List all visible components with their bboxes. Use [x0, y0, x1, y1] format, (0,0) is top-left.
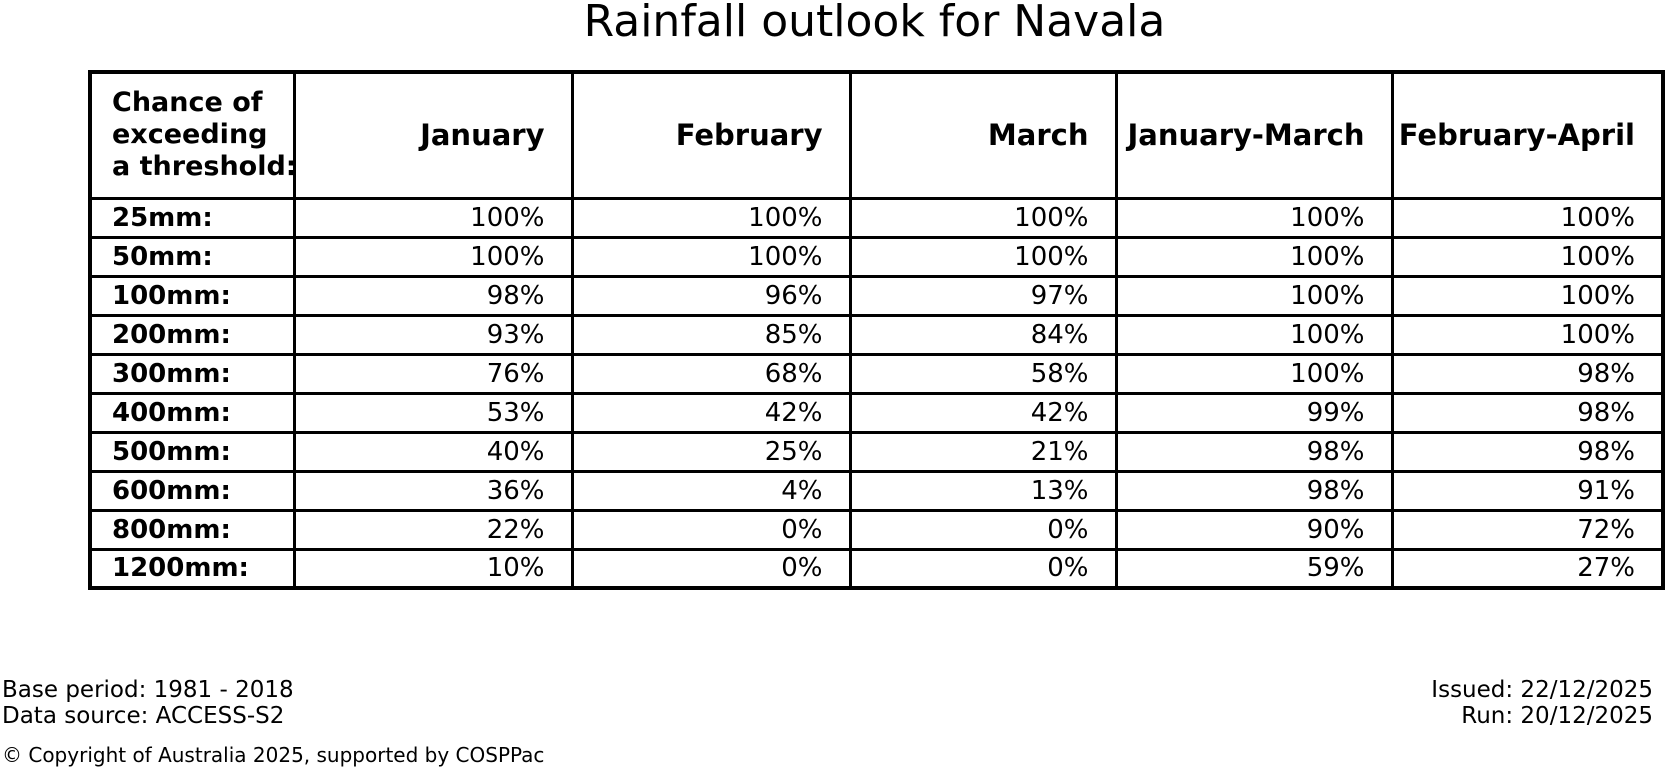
cell-1200mm-february-april: 27% — [1390, 547, 1665, 590]
cell-800mm-january-march: 90% — [1114, 508, 1394, 551]
column-header-january-march: January-March — [1114, 70, 1394, 200]
cell-300mm-march: 58% — [848, 352, 1118, 395]
column-header-march: March — [848, 70, 1118, 200]
cell-400mm-february: 42% — [570, 391, 852, 434]
cell-1200mm-march: 0% — [848, 547, 1118, 590]
cell-1200mm-february: 0% — [570, 547, 852, 590]
row-label-300mm: 300mm: — [88, 352, 296, 395]
corner-header-line1: Chance of — [112, 87, 263, 119]
cell-200mm-march: 84% — [848, 313, 1118, 356]
cell-300mm-january: 76% — [292, 352, 574, 395]
issued-date-text: Issued: 22/12/2025 — [1431, 677, 1653, 703]
cell-25mm-march: 100% — [848, 196, 1118, 239]
cell-300mm-february-april: 98% — [1390, 352, 1665, 395]
cell-25mm-january: 100% — [292, 196, 574, 239]
table-row-1200mm: 1200mm: 10% 0% 0% 59% 27% — [88, 547, 1665, 590]
cell-200mm-february-april: 100% — [1390, 313, 1665, 356]
cell-50mm-march: 100% — [848, 235, 1118, 278]
cell-400mm-january: 53% — [292, 391, 574, 434]
corner-header-line3: a threshold: — [112, 151, 294, 183]
table-row-500mm: 500mm: 40% 25% 21% 98% 98% — [88, 430, 1665, 473]
cell-100mm-january-march: 100% — [1114, 274, 1394, 317]
cell-500mm-february-april: 98% — [1390, 430, 1665, 473]
copyright-text: © Copyright of Australia 2025, supported… — [2, 743, 545, 767]
cell-50mm-january-march: 100% — [1114, 235, 1394, 278]
cell-100mm-february-april: 100% — [1390, 274, 1665, 317]
cell-50mm-february: 100% — [570, 235, 852, 278]
run-date-text: Run: 20/12/2025 — [1461, 703, 1653, 729]
table-row-50mm: 50mm: 100% 100% 100% 100% 100% — [88, 235, 1665, 278]
cell-100mm-january: 98% — [292, 274, 574, 317]
cell-300mm-january-march: 100% — [1114, 352, 1394, 395]
table-row-400mm: 400mm: 53% 42% 42% 99% 98% — [88, 391, 1665, 434]
row-label-1200mm: 1200mm: — [88, 547, 296, 590]
cell-25mm-february: 100% — [570, 196, 852, 239]
cell-25mm-february-april: 100% — [1390, 196, 1665, 239]
cell-600mm-february: 4% — [570, 469, 852, 512]
table-row-25mm: 25mm: 100% 100% 100% 100% 100% — [88, 196, 1665, 239]
footer-right-block: Issued: 22/12/2025 Run: 20/12/2025 — [1431, 677, 1653, 729]
cell-100mm-march: 97% — [848, 274, 1118, 317]
table-row-200mm: 200mm: 93% 85% 84% 100% 100% — [88, 313, 1665, 356]
row-label-500mm: 500mm: — [88, 430, 296, 473]
cell-600mm-february-april: 91% — [1390, 469, 1665, 512]
cell-600mm-march: 13% — [848, 469, 1118, 512]
footer-left-block: Base period: 1981 - 2018 Data source: AC… — [2, 677, 294, 729]
cell-25mm-january-march: 100% — [1114, 196, 1394, 239]
row-label-600mm: 600mm: — [88, 469, 296, 512]
column-header-january: January — [292, 70, 574, 200]
data-source-text: Data source: ACCESS-S2 — [2, 703, 285, 729]
corner-header-chance-of-exceeding: Chance of exceeding a threshold: — [88, 70, 296, 200]
table-row-600mm: 600mm: 36% 4% 13% 98% 91% — [88, 469, 1665, 512]
base-period-text: Base period: 1981 - 2018 — [2, 677, 294, 703]
table-row-800mm: 800mm: 22% 0% 0% 90% 72% — [88, 508, 1665, 551]
column-header-february: February — [570, 70, 852, 200]
cell-800mm-february: 0% — [570, 508, 852, 551]
table-row-100mm: 100mm: 98% 96% 97% 100% 100% — [88, 274, 1665, 317]
cell-1200mm-january-march: 59% — [1114, 547, 1394, 590]
cell-500mm-january-march: 98% — [1114, 430, 1394, 473]
corner-header-line2: exceeding — [112, 119, 268, 151]
row-label-50mm: 50mm: — [88, 235, 296, 278]
cell-800mm-march: 0% — [848, 508, 1118, 551]
rainfall-outlook-table: Chance of exceeding a threshold: January… — [88, 70, 1665, 590]
page-title: Rainfall outlook for Navala — [583, 0, 1166, 47]
cell-1200mm-january: 10% — [292, 547, 574, 590]
cell-500mm-february: 25% — [570, 430, 852, 473]
table-row-300mm: 300mm: 76% 68% 58% 100% 98% — [88, 352, 1665, 395]
row-label-200mm: 200mm: — [88, 313, 296, 356]
cell-50mm-february-april: 100% — [1390, 235, 1665, 278]
cell-400mm-february-april: 98% — [1390, 391, 1665, 434]
cell-200mm-january-march: 100% — [1114, 313, 1394, 356]
column-header-february-april: February-April — [1390, 70, 1665, 200]
cell-600mm-january: 36% — [292, 469, 574, 512]
cell-200mm-january: 93% — [292, 313, 574, 356]
cell-100mm-february: 96% — [570, 274, 852, 317]
row-label-100mm: 100mm: — [88, 274, 296, 317]
cell-600mm-january-march: 98% — [1114, 469, 1394, 512]
cell-400mm-january-march: 99% — [1114, 391, 1394, 434]
cell-500mm-march: 21% — [848, 430, 1118, 473]
cell-400mm-march: 42% — [848, 391, 1118, 434]
cell-800mm-february-april: 72% — [1390, 508, 1665, 551]
row-label-800mm: 800mm: — [88, 508, 296, 551]
cell-200mm-february: 85% — [570, 313, 852, 356]
cell-800mm-january: 22% — [292, 508, 574, 551]
row-label-400mm: 400mm: — [88, 391, 296, 434]
table-header-row: Chance of exceeding a threshold: January… — [88, 70, 1665, 200]
row-label-25mm: 25mm: — [88, 196, 296, 239]
cell-50mm-january: 100% — [292, 235, 574, 278]
cell-300mm-february: 68% — [570, 352, 852, 395]
cell-500mm-january: 40% — [292, 430, 574, 473]
